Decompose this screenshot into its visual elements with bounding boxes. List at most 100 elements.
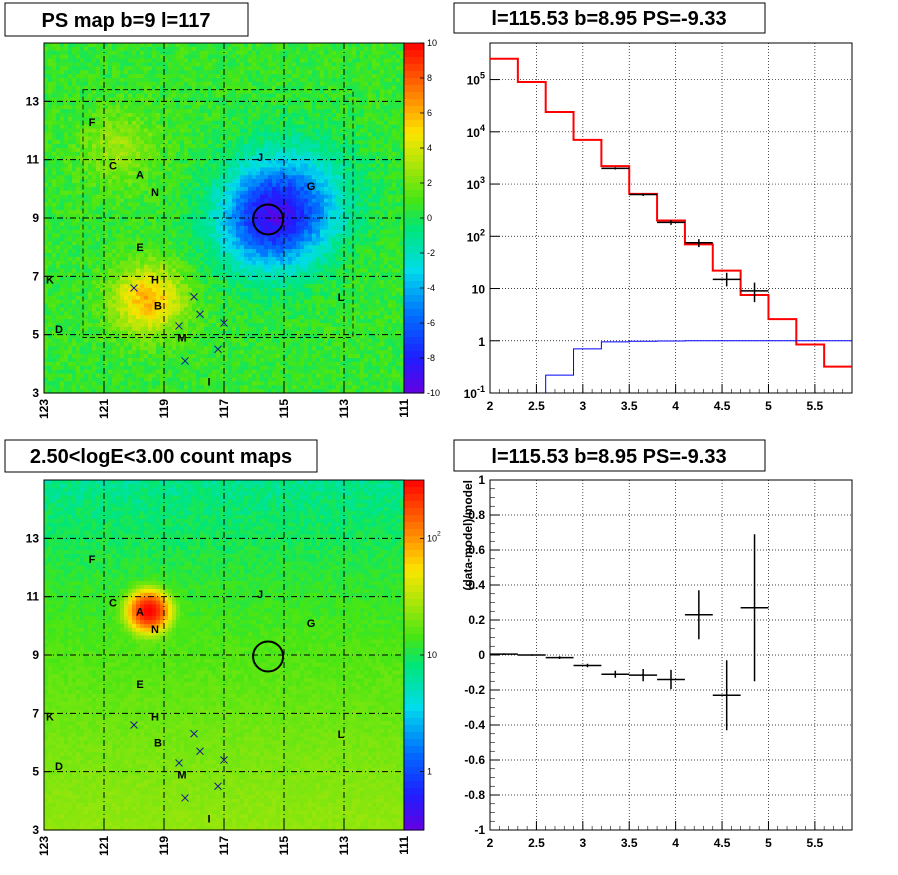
- heatmap-cell: [204, 295, 209, 301]
- heatmap-cell: [156, 354, 161, 359]
- heatmap-cell: [248, 144, 253, 149]
- heatmap-cell: [208, 171, 213, 176]
- heatmap-cell: [92, 291, 97, 297]
- heatmap-cell: [260, 97, 265, 102]
- heatmap-cell: [60, 221, 65, 227]
- heatmap-cell: [80, 194, 85, 200]
- heatmap-cell: [140, 163, 145, 169]
- heatmap-cell: [112, 295, 117, 301]
- heatmap-cell: [68, 295, 73, 301]
- heatmap-cell: [236, 202, 241, 207]
- heatmap-cell: [84, 144, 89, 149]
- heatmap-cell: [160, 253, 165, 258]
- heatmap-cell: [56, 179, 61, 184]
- heatmap-cell: [124, 229, 129, 235]
- heatmap-cell: [120, 70, 125, 75]
- heatmap-cell: [164, 256, 169, 262]
- heatmap-cell: [144, 70, 149, 75]
- heatmap-cell: [136, 97, 141, 102]
- heatmap-cell: [48, 268, 53, 274]
- heatmap-cell: [124, 291, 129, 297]
- heatmap-cell: [176, 303, 181, 309]
- heatmap-cell: [184, 159, 189, 165]
- heatmap-cell: [212, 342, 217, 347]
- heatmap-cell: [216, 319, 221, 324]
- heatmap-cell: [224, 229, 229, 235]
- heatmap-cell: [152, 128, 157, 134]
- heatmap-cell: [156, 326, 161, 332]
- heatmap-cell: [56, 272, 61, 277]
- heatmap-cell: [144, 369, 149, 375]
- heatmap-cell: [84, 369, 89, 375]
- heatmap-cell: [164, 311, 169, 316]
- heatmap-cell: [92, 214, 97, 219]
- heatmap-cell: [212, 210, 217, 215]
- heatmap-cell: [180, 253, 185, 258]
- heatmap-cell: [220, 210, 225, 215]
- heatmap-cell: [108, 361, 113, 367]
- heatmap-cell: [248, 315, 253, 320]
- heatmap-cell: [48, 326, 53, 332]
- heatmap-cell: [76, 140, 81, 145]
- heatmap-cell: [260, 284, 265, 289]
- heatmap-cell: [100, 124, 105, 130]
- heatmap-cell: [180, 179, 185, 184]
- heatmap-cell: [128, 62, 133, 67]
- heatmap-cell: [248, 229, 253, 235]
- heatmap-cell: [256, 136, 261, 141]
- heatmap-cell: [188, 295, 193, 301]
- heatmap-cell: [196, 43, 201, 48]
- heatmap-cell: [120, 148, 125, 153]
- heatmap-cell: [176, 163, 181, 169]
- heatmap-cell: [72, 128, 77, 134]
- heatmap-cell: [52, 315, 57, 320]
- heatmap-cell: [136, 128, 141, 134]
- heatmap-cell: [252, 218, 257, 223]
- heatmap-cell: [60, 225, 65, 231]
- heatmap-cell: [148, 256, 153, 262]
- heatmap-cell: [100, 163, 105, 169]
- heatmap-cell: [80, 120, 85, 126]
- heatmap-cell: [72, 81, 77, 87]
- heatmap-cell: [116, 89, 121, 95]
- heatmap-cell: [124, 46, 129, 52]
- heatmap-cell: [204, 93, 209, 99]
- heatmap-cell: [100, 190, 105, 196]
- heatmap-cell: [200, 194, 205, 200]
- heatmap-cell: [200, 221, 205, 227]
- heatmap-cell: [84, 218, 89, 223]
- heatmap-cell: [172, 74, 177, 79]
- heatmap-cell: [136, 291, 141, 297]
- heatmap-cell: [88, 373, 93, 379]
- heatmap-cell: [124, 89, 129, 95]
- heatmap-cell: [236, 159, 241, 165]
- heatmap-cell: [48, 245, 53, 250]
- heatmap-cell: [188, 319, 193, 324]
- heatmap-cell: [56, 85, 61, 91]
- heatmap-cell: [220, 291, 225, 297]
- heatmap-cell: [48, 50, 53, 56]
- heatmap-cell: [88, 89, 93, 95]
- heatmap-cell: [136, 253, 141, 258]
- heatmap-cell: [228, 140, 233, 145]
- heatmap-cell: [148, 221, 153, 227]
- heatmap-cell: [48, 358, 53, 363]
- heatmap-cell: [196, 326, 201, 332]
- heatmap-cell: [192, 346, 197, 351]
- heatmap-cell: [188, 284, 193, 289]
- heatmap-cell: [176, 175, 181, 180]
- heatmap-cell: [232, 221, 237, 227]
- heatmap-cell: [216, 272, 221, 277]
- heatmap-cell: [164, 43, 169, 48]
- heatmap-cell: [224, 311, 229, 316]
- heatmap-cell: [208, 225, 213, 231]
- heatmap-cell: [216, 295, 221, 301]
- heatmap-cell: [172, 377, 177, 382]
- heatmap-cell: [92, 373, 97, 379]
- heatmap-cell: [60, 350, 65, 355]
- heatmap-cell: [244, 389, 249, 394]
- heatmap-cell: [236, 330, 241, 336]
- heatmap-cell: [144, 74, 149, 79]
- heatmap-cell: [68, 268, 73, 274]
- heatmap-cell: [224, 272, 229, 277]
